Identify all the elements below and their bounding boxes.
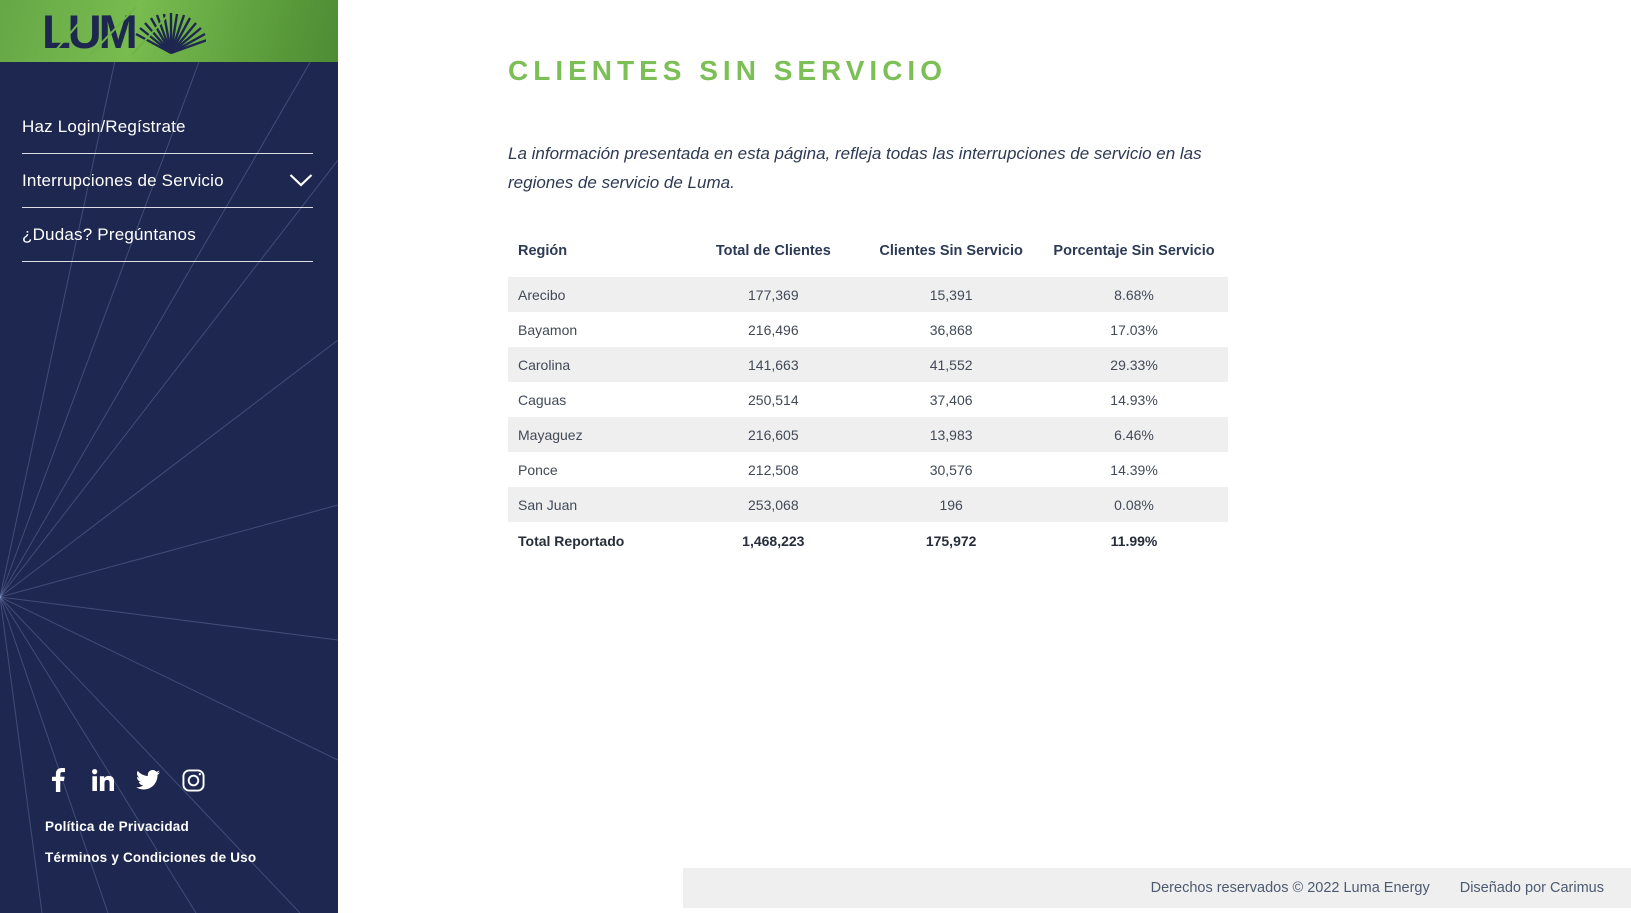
cell-total: 212,508 [748, 461, 799, 478]
nav-item-interrupciones[interactable]: Interrupciones de Servicio [22, 154, 313, 208]
copyright-text: Derechos reservados © 2022 Luma Energy [1150, 880, 1430, 896]
cell-region: Arecibo [518, 286, 566, 303]
social-links [45, 767, 256, 793]
chevron-down-icon[interactable] [289, 174, 313, 187]
cell-sin-servicio: 37,406 [929, 391, 973, 408]
cell-region: San Juan [518, 496, 578, 513]
cell-porcentaje: 29.33% [1110, 356, 1158, 373]
cell-sin-servicio: 15,391 [929, 286, 973, 303]
header-total-clientes: Total de Clientes [715, 243, 831, 259]
header-porcentaje: Porcentaje Sin Servicio [1053, 243, 1215, 259]
cell-total: 216,496 [748, 321, 799, 338]
table-row: San Juan 253,068 196 0.08% [508, 487, 1228, 522]
nav-item-login-label: Haz Login/Regístrate [22, 116, 186, 136]
page-footer: Derechos reservados © 2022 Luma Energy D… [683, 868, 1631, 908]
cell-sin-servicio: 13,983 [929, 426, 973, 443]
designed-by-text: Diseñado por Carimus [1459, 880, 1604, 896]
header-clientes-sin-servicio: Clientes Sin Servicio [879, 243, 1023, 259]
table-row: Arecibo 177,369 15,391 8.68% [508, 277, 1228, 312]
cell-porcentaje: 6.46% [1114, 426, 1154, 443]
cell-total: 253,068 [748, 496, 799, 513]
cell-region: Ponce [518, 461, 558, 478]
header-region: Región [518, 243, 568, 259]
cell-porcentaje: 8.68% [1114, 286, 1154, 303]
cell-porcentaje: 14.39% [1110, 461, 1158, 478]
cell-sin-servicio: 41,552 [929, 356, 973, 373]
cell-region: Carolina [518, 356, 571, 373]
cell-porcentaje: 0.08% [1114, 496, 1154, 513]
table-row: Bayamon 216,496 36,868 17.03% [508, 312, 1228, 347]
linkedin-icon[interactable] [90, 767, 116, 793]
cell-total-sin-servicio: 175,972 [862, 522, 1041, 559]
cell-sin-servicio: 196 [939, 496, 963, 513]
nav-item-dudas-label: ¿Dudas? Pregúntanos [22, 224, 196, 244]
cell-region: Caguas [518, 391, 567, 408]
cell-total: 141,663 [748, 356, 799, 373]
twitter-icon[interactable] [135, 767, 161, 793]
cell-porcentaje: 14.93% [1110, 391, 1158, 408]
cell-total-clientes: 1,468,223 [684, 522, 863, 559]
page-title: CLIENTES SIN SERVICIO [508, 55, 947, 86]
logo-bar: LUM [0, 0, 338, 62]
sidebar-footer: Política de Privacidad Términos y Condic… [45, 767, 256, 865]
cell-porcentaje: 17.03% [1110, 321, 1158, 338]
table-row: Caguas 250,514 37,406 14.93% [508, 382, 1228, 417]
cell-sin-servicio: 30,576 [929, 461, 973, 478]
cell-total: 177,369 [748, 286, 799, 303]
instagram-icon[interactable] [180, 767, 206, 793]
cell-total-label: Total Reportado [508, 522, 685, 559]
table-header-row: Región Total de Clientes Clientes Sin Se… [508, 243, 1228, 277]
cell-sin-servicio: 36,868 [929, 321, 973, 338]
table-row: Ponce 212,508 30,576 14.39% [508, 452, 1228, 487]
page-description: La información presentada en esta página… [508, 144, 1202, 192]
cell-total: 250,514 [748, 391, 799, 408]
facebook-icon[interactable] [45, 767, 71, 793]
table-total-row: Total Reportado 1,468,223 175,972 11.99% [508, 522, 1228, 559]
luma-logo[interactable]: LUM [44, 7, 206, 55]
table-row: Carolina 141,663 41,552 29.33% [508, 347, 1228, 382]
sidebar-nav: Haz Login/Regístrate Interrupciones de S… [0, 62, 338, 262]
nav-item-login[interactable]: Haz Login/Regístrate [22, 100, 313, 154]
privacy-policy-link[interactable]: Política de Privacidad [45, 819, 189, 834]
main-content: CLIENTES SIN SERVICIO La información pre… [338, 0, 1631, 913]
nav-item-dudas[interactable]: ¿Dudas? Pregúntanos [22, 208, 313, 262]
cell-total: 216,605 [748, 426, 799, 443]
nav-item-interrupciones-label: Interrupciones de Servicio [22, 170, 224, 190]
sidebar: LUM [0, 0, 338, 913]
cell-region: Mayaguez [518, 426, 583, 443]
cell-total-porcentaje: 11.99% [1040, 522, 1228, 559]
cell-region: Bayamon [518, 321, 578, 338]
outages-table: Región Total de Clientes Clientes Sin Se… [508, 243, 1228, 559]
table-row: Mayaguez 216,605 13,983 6.46% [508, 417, 1228, 452]
terms-link[interactable]: Términos y Condiciones de Uso [45, 850, 257, 865]
